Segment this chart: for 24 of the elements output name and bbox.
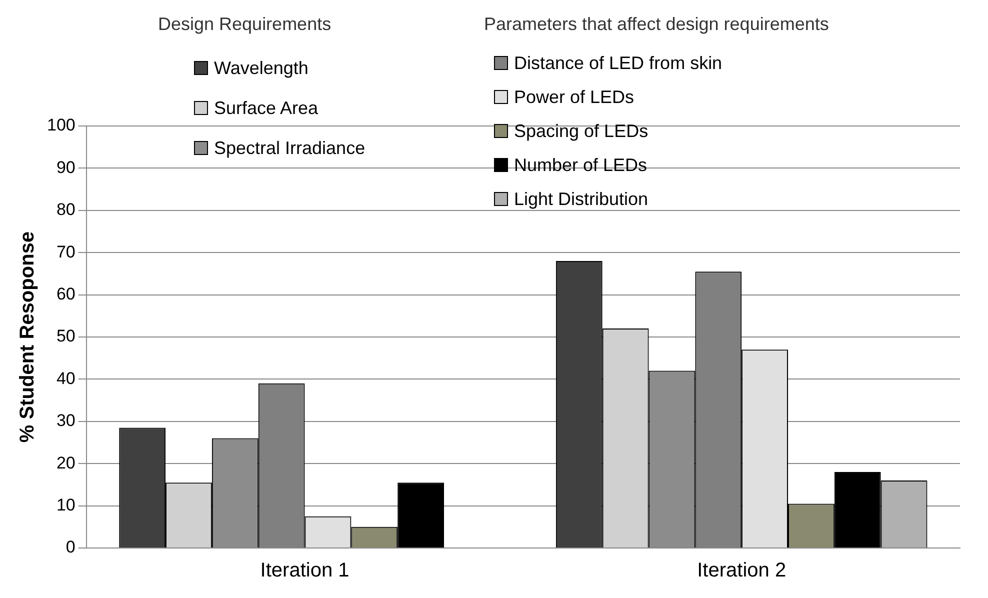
- legend-label: Number of LEDs: [514, 154, 648, 176]
- legend-label: Light Distribution: [514, 188, 648, 210]
- legend-label: Surface Area: [214, 98, 318, 118]
- legend-label: Power of LEDs: [514, 86, 634, 108]
- y-tick-label: 90: [56, 158, 76, 177]
- x-tick-label: Iteration 1: [260, 560, 350, 582]
- y-tick-label: 20: [56, 453, 76, 472]
- legend-label: Spectral Irradiance: [214, 138, 366, 158]
- y-tick-label: 100: [46, 116, 76, 135]
- y-tick-label: 70: [56, 242, 76, 262]
- y-axis-title: % Student Resoponse: [16, 231, 39, 443]
- y-tick-label: 30: [56, 411, 76, 430]
- y-tick-label: 0: [66, 538, 76, 557]
- y-tick-label: 60: [56, 284, 76, 304]
- y-tick-label: 80: [56, 200, 76, 220]
- text: Parameters that affect design requirements: [484, 14, 829, 35]
- y-tick-label: 40: [56, 368, 76, 388]
- legend-label: Distance of LED from skin: [514, 52, 722, 74]
- x-tick-label: Iteration 2: [697, 560, 786, 582]
- legend-label: Wavelength: [214, 58, 308, 78]
- text: Design Requirements: [158, 14, 332, 35]
- legend-label: Spacing of LEDs: [514, 120, 648, 142]
- y-tick-label: 50: [56, 326, 76, 346]
- y-tick-label: 10: [56, 495, 76, 514]
